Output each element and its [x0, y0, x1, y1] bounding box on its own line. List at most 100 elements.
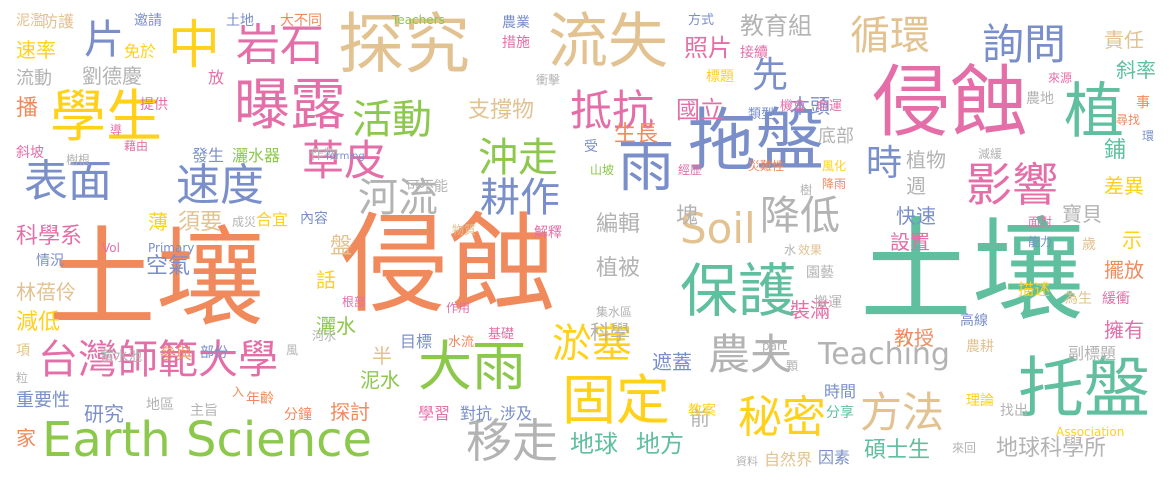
word: 斜坡	[16, 145, 44, 161]
word: 泥濫	[16, 13, 44, 29]
word: 擁有	[1104, 318, 1144, 342]
word: 責任	[1104, 28, 1144, 52]
word: 機會	[780, 99, 807, 114]
word: 盤	[330, 234, 353, 259]
word: 蓄水池	[100, 349, 142, 365]
word: 林蓓伶	[16, 280, 76, 304]
word: 項	[16, 343, 30, 359]
word: 土地	[226, 13, 254, 29]
word: 根部	[342, 295, 367, 309]
word: 尋找	[1116, 113, 1141, 127]
word: 植	[1064, 77, 1124, 147]
word: 經歷	[678, 163, 703, 177]
word: 因素	[818, 448, 851, 467]
word: 分享	[826, 405, 854, 421]
word: Association	[1056, 425, 1125, 439]
word: 作物	[310, 147, 338, 163]
word: 面對	[1028, 215, 1053, 229]
word: 導	[110, 123, 123, 137]
word: 來回	[952, 441, 977, 455]
word: 命運	[816, 99, 843, 114]
word: 播	[16, 96, 39, 121]
word: 效果	[798, 243, 823, 257]
word: 接續	[740, 45, 768, 61]
word: 副標題	[1068, 344, 1117, 363]
word: 地球	[570, 430, 618, 458]
word: 教育組	[740, 12, 812, 40]
word: 提供	[140, 97, 168, 113]
word: 裝滿	[790, 298, 830, 322]
word: 空氣	[146, 254, 191, 279]
word: 大雨	[418, 335, 526, 398]
word: 須要	[178, 210, 223, 235]
word: Teachers	[392, 13, 445, 27]
word: 減緩	[978, 147, 1003, 161]
word: 年齡	[246, 391, 274, 407]
word: 防護	[42, 12, 75, 31]
word: 自然界	[764, 450, 813, 469]
word: 抵抗	[570, 86, 655, 135]
word: 措施	[502, 35, 530, 51]
word: 時	[866, 143, 903, 184]
word: 描述	[1018, 280, 1051, 299]
word: 先	[752, 55, 789, 96]
word: 保護	[680, 257, 797, 325]
word: 快速	[896, 204, 936, 228]
word: 話	[316, 268, 336, 292]
word: 免於	[124, 42, 157, 61]
word: 科學系	[16, 224, 83, 249]
word: 涉及	[500, 404, 533, 423]
word: 教授	[894, 326, 934, 350]
word: 緩衝	[1102, 291, 1130, 307]
word: 為生	[1064, 291, 1092, 307]
word: 家	[16, 426, 36, 450]
word: 木頭	[790, 94, 830, 118]
word: 淤塞	[552, 321, 632, 367]
word: 搬運	[814, 295, 842, 311]
word: 物質	[452, 223, 477, 237]
word: Teaching	[818, 337, 950, 372]
word: 資料	[736, 455, 758, 468]
word: 高線	[960, 313, 988, 329]
word: 水流	[448, 335, 475, 350]
word: 學習	[418, 404, 451, 423]
word: 農業	[502, 15, 530, 31]
word: 能力	[1028, 235, 1053, 249]
word: 情況	[36, 253, 64, 269]
word: 移走	[466, 414, 558, 468]
word: 塊	[676, 204, 699, 229]
word: 中	[168, 16, 221, 76]
word: 雨	[618, 135, 674, 200]
word: 衝擊	[536, 73, 561, 87]
word: 風	[286, 343, 299, 357]
word: 固定	[562, 369, 670, 432]
word: 編輯	[596, 212, 641, 237]
word: 設置	[890, 230, 930, 254]
word: 托盤	[1018, 350, 1150, 427]
word: 時間	[824, 382, 857, 401]
word: 耕作	[480, 175, 560, 221]
word: 農夫	[708, 330, 793, 379]
word: 流動	[16, 68, 52, 89]
word: 植物	[906, 148, 946, 172]
word: 粒	[16, 371, 29, 385]
word: 沖走	[478, 135, 558, 181]
word: 草皮	[302, 136, 387, 185]
word: 探討	[330, 400, 370, 424]
word: 樹根	[66, 153, 91, 167]
word: 歲	[1082, 237, 1096, 253]
word: 內容	[300, 211, 328, 227]
word: 成災	[232, 215, 257, 229]
word: Vol	[102, 241, 120, 255]
word: 生長	[614, 122, 659, 147]
word: 寶貝	[1062, 202, 1102, 226]
word: 方法	[860, 388, 945, 437]
word: 斜率	[1116, 58, 1156, 82]
word: 拖盤	[688, 102, 825, 181]
word: 河水	[312, 329, 337, 343]
word: 影響	[966, 158, 1058, 212]
word: 照片	[684, 34, 732, 62]
word: 部份	[200, 345, 228, 361]
word: 集水區	[596, 305, 633, 319]
word: 受	[584, 139, 598, 155]
